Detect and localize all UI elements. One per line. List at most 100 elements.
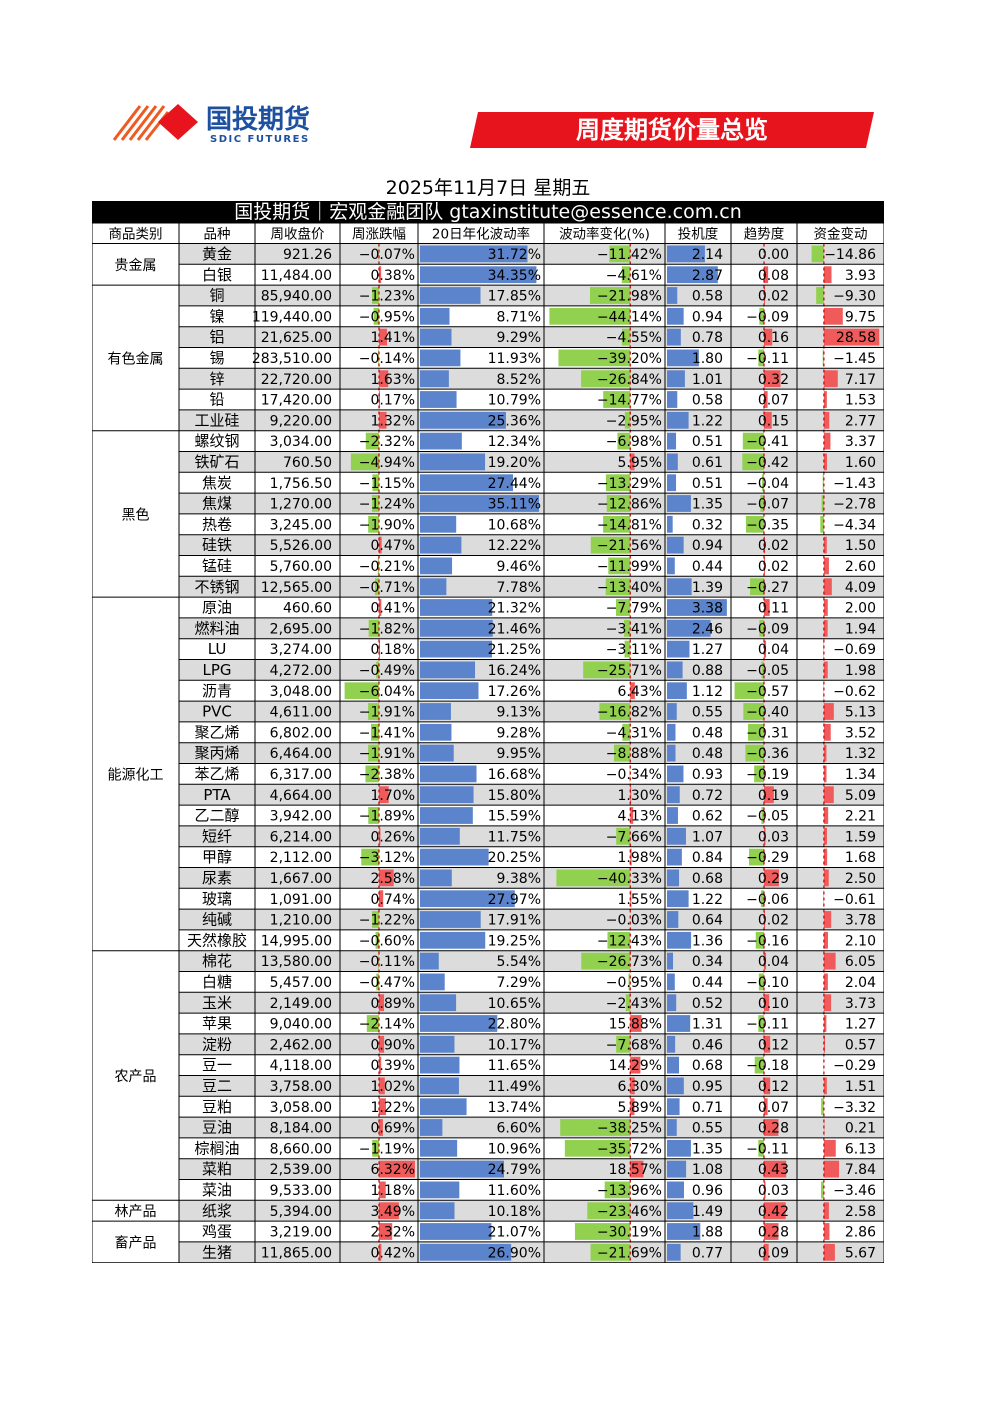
header-row bbox=[92, 223, 884, 244]
trend-degree: −0.05 bbox=[746, 809, 789, 825]
weekly-change: 1.41% bbox=[371, 330, 415, 346]
speculation-degree: 0.58 bbox=[692, 289, 723, 305]
speculation-bar bbox=[667, 1035, 676, 1053]
volatility-20d: 24.79% bbox=[488, 1162, 541, 1178]
weekly-change: −6.04% bbox=[359, 684, 415, 700]
volatility-bar bbox=[420, 1139, 458, 1157]
column-header: 投机度 bbox=[678, 227, 719, 243]
speculation-bar bbox=[667, 723, 676, 741]
category-label: 贵金属 bbox=[115, 258, 157, 274]
volatility-change: −2.95% bbox=[606, 413, 662, 429]
volatility-bar bbox=[420, 765, 477, 783]
trend-bar bbox=[759, 307, 764, 325]
weekly-change: −0.47% bbox=[359, 975, 415, 991]
speculation-bar bbox=[667, 1139, 691, 1157]
trend-degree: 0.09 bbox=[758, 1245, 789, 1261]
weekly-change-bar bbox=[379, 411, 387, 429]
volatility-change: −7.66% bbox=[606, 829, 662, 845]
speculation-bar bbox=[667, 370, 685, 388]
volatility-bar bbox=[420, 661, 476, 679]
trend-bar bbox=[759, 619, 764, 637]
weekly-change: 0.42% bbox=[371, 1245, 415, 1261]
speculation-bar bbox=[667, 474, 677, 492]
fund-flow: 5.13 bbox=[845, 705, 876, 721]
commodity-name: 鸡蛋 bbox=[202, 1223, 232, 1241]
commodity-name: 铝 bbox=[209, 328, 224, 346]
fund-flow: 3.78 bbox=[845, 913, 876, 929]
close-price: 3,219.00 bbox=[270, 1225, 332, 1241]
weekly-change: 0.26% bbox=[371, 829, 415, 845]
fund-flow: 2.86 bbox=[845, 1225, 876, 1241]
volatility-bar bbox=[420, 890, 515, 908]
volatility-change: −0.34% bbox=[606, 767, 662, 783]
volatility-change: −3.11% bbox=[606, 642, 662, 658]
weekly-change: 3.49% bbox=[371, 1204, 415, 1220]
commodity-name: 白糖 bbox=[202, 973, 232, 991]
volatility-change: −4.31% bbox=[606, 725, 662, 741]
volatility-change: −11.99% bbox=[597, 559, 662, 575]
trend-bar bbox=[764, 1035, 771, 1053]
fund-flow-bar bbox=[823, 703, 834, 720]
trend-bar bbox=[764, 786, 774, 804]
fund-flow-bar bbox=[823, 1160, 840, 1178]
weekly-change-bar bbox=[372, 474, 379, 492]
fund-flow: 1.59 bbox=[845, 829, 876, 845]
weekly-change-bar bbox=[374, 578, 379, 596]
volatility-bar bbox=[420, 1202, 455, 1220]
row-stripe bbox=[179, 1117, 884, 1138]
trend-bar bbox=[758, 349, 764, 367]
volatility-20d: 21.07% bbox=[488, 1225, 541, 1241]
volatility-20d: 16.68% bbox=[488, 767, 541, 783]
close-price: 5,394.00 bbox=[270, 1204, 332, 1220]
volatility-20d: 10.18% bbox=[488, 1204, 541, 1220]
row-stripe bbox=[179, 1033, 884, 1055]
row-stripe bbox=[179, 576, 884, 598]
volatility-20d: 17.26% bbox=[488, 684, 541, 700]
fund-flow: 7.17 bbox=[845, 372, 876, 388]
volatility-change-bar bbox=[609, 245, 631, 263]
speculation-bar bbox=[667, 661, 683, 679]
row-stripe bbox=[179, 701, 884, 722]
volatility-change-bar bbox=[583, 661, 631, 679]
trend-degree: 0.42 bbox=[758, 1204, 789, 1220]
commodity-name: 尿素 bbox=[202, 869, 232, 887]
weekly-change: 1.32% bbox=[371, 413, 415, 429]
trend-bar bbox=[764, 952, 767, 970]
close-price: 921.26 bbox=[283, 247, 332, 263]
weekly-change: 1.18% bbox=[371, 1183, 415, 1199]
volatility-change-bar bbox=[624, 640, 631, 658]
speculation-degree: 1.39 bbox=[692, 580, 723, 596]
volatility-20d: 9.29% bbox=[497, 330, 541, 346]
close-price: 85,940.00 bbox=[261, 289, 332, 305]
volatility-bar bbox=[420, 682, 479, 700]
speculation-degree: 1.22 bbox=[692, 892, 723, 908]
weekly-change-bar bbox=[379, 1160, 415, 1178]
trend-bar bbox=[734, 682, 764, 700]
volatility-change: −26.84% bbox=[597, 372, 662, 388]
speculation-bar bbox=[667, 495, 691, 512]
volatility-20d: 21.46% bbox=[488, 621, 541, 637]
fund-flow: 3.52 bbox=[845, 725, 876, 741]
close-price: 2,695.00 bbox=[270, 621, 332, 637]
fund-flow: 28.58 bbox=[836, 330, 876, 346]
commodity-name: 生猪 bbox=[202, 1243, 232, 1261]
trend-bar bbox=[758, 1015, 764, 1032]
volatility-change-bar bbox=[590, 536, 631, 554]
close-price: 11,865.00 bbox=[261, 1245, 332, 1261]
weekly-change-bar bbox=[379, 1119, 383, 1136]
fund-flow: 1.53 bbox=[845, 393, 876, 409]
volatility-20d: 17.85% bbox=[488, 289, 541, 305]
volatility-change-bar bbox=[628, 973, 631, 991]
volatility-change: −14.81% bbox=[597, 517, 662, 533]
fund-flow-bar bbox=[823, 391, 827, 408]
volatility-bar bbox=[420, 786, 474, 804]
volatility-change: −0.95% bbox=[606, 975, 662, 991]
trend-bar bbox=[761, 807, 764, 824]
volatility-change-bar bbox=[581, 952, 631, 970]
volatility-bar bbox=[420, 1098, 467, 1116]
volatility-change: −38.25% bbox=[597, 1121, 662, 1137]
commodity-name: 不锈钢 bbox=[194, 578, 239, 596]
commodity-name: 苹果 bbox=[202, 1015, 232, 1033]
volatility-change-bar bbox=[599, 703, 631, 720]
close-price: 1,756.50 bbox=[270, 476, 332, 492]
